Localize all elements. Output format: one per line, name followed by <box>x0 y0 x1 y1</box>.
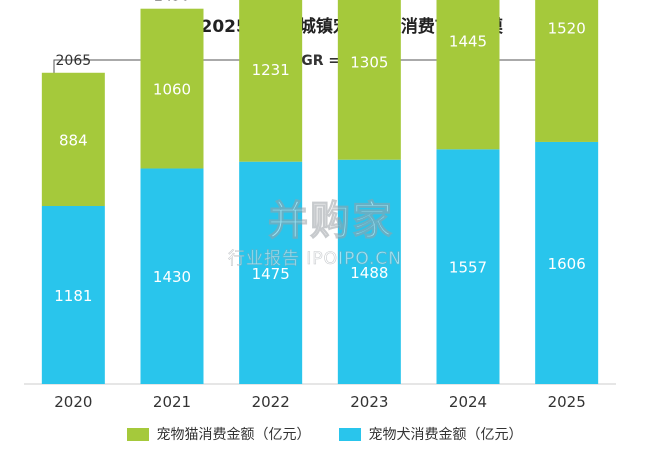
bar-dog-2022 <box>239 161 303 384</box>
label-cat-2020: 884 <box>59 131 88 149</box>
label-cat-2024: 1445 <box>449 32 487 50</box>
label-cat-2025: 1520 <box>548 19 586 37</box>
legend-item-cat: 宠物猫消费金额（亿元） <box>126 424 311 444</box>
bar-cat-2025 <box>535 0 599 142</box>
x-tick-2020: 2020 <box>54 393 92 411</box>
label-cat-2023: 1305 <box>350 53 388 71</box>
x-tick-2022: 2022 <box>252 393 290 411</box>
bar-dog-2025 <box>535 141 599 384</box>
label-dog-2021: 1430 <box>153 268 191 286</box>
label-dog-2022: 1475 <box>252 265 290 283</box>
bar-dog-2021 <box>140 168 204 384</box>
label-dog-2020: 1181 <box>54 287 92 305</box>
legend-swatch-dog <box>338 427 361 441</box>
x-tick-2025: 2025 <box>548 393 586 411</box>
legend-swatch-cat <box>126 427 149 441</box>
label-dog-2023: 1488 <box>350 264 388 282</box>
label-total-2020: 2065 <box>56 53 92 69</box>
bar-cat-2022 <box>239 0 303 162</box>
legend-item-dog: 宠物犬消费金额（亿元） <box>338 424 523 444</box>
bar-dog-2023 <box>337 159 401 384</box>
chart-title: 2020-2025年中国城镇宠物猫犬消费市场规模 <box>146 17 503 37</box>
x-tick-2024: 2024 <box>449 393 487 411</box>
bar-cat-2021 <box>140 8 204 169</box>
bar-dog-2024 <box>436 149 500 384</box>
x-tick-2023: 2023 <box>350 393 388 411</box>
legend-label-cat: 宠物猫消费金额（亿元） <box>156 427 311 443</box>
label-cat-2022: 1231 <box>252 61 290 79</box>
legend: 宠物猫消费金额（亿元） 宠物犬消费金额（亿元） <box>0 424 649 444</box>
label-cat-2021: 1060 <box>153 81 191 99</box>
bar-cat-2024 <box>436 0 500 150</box>
bar-dog-2020 <box>41 206 105 384</box>
x-tick-2021: 2021 <box>153 393 191 411</box>
bar-cat-2023 <box>337 0 401 160</box>
bar-cat-2020 <box>41 72 105 206</box>
label-dog-2025: 1606 <box>548 255 586 273</box>
label-dog-2024: 1557 <box>449 259 487 277</box>
legend-label-dog: 宠物犬消费金额（亿元） <box>368 427 523 443</box>
label-total-2021: 2490 <box>154 0 190 5</box>
